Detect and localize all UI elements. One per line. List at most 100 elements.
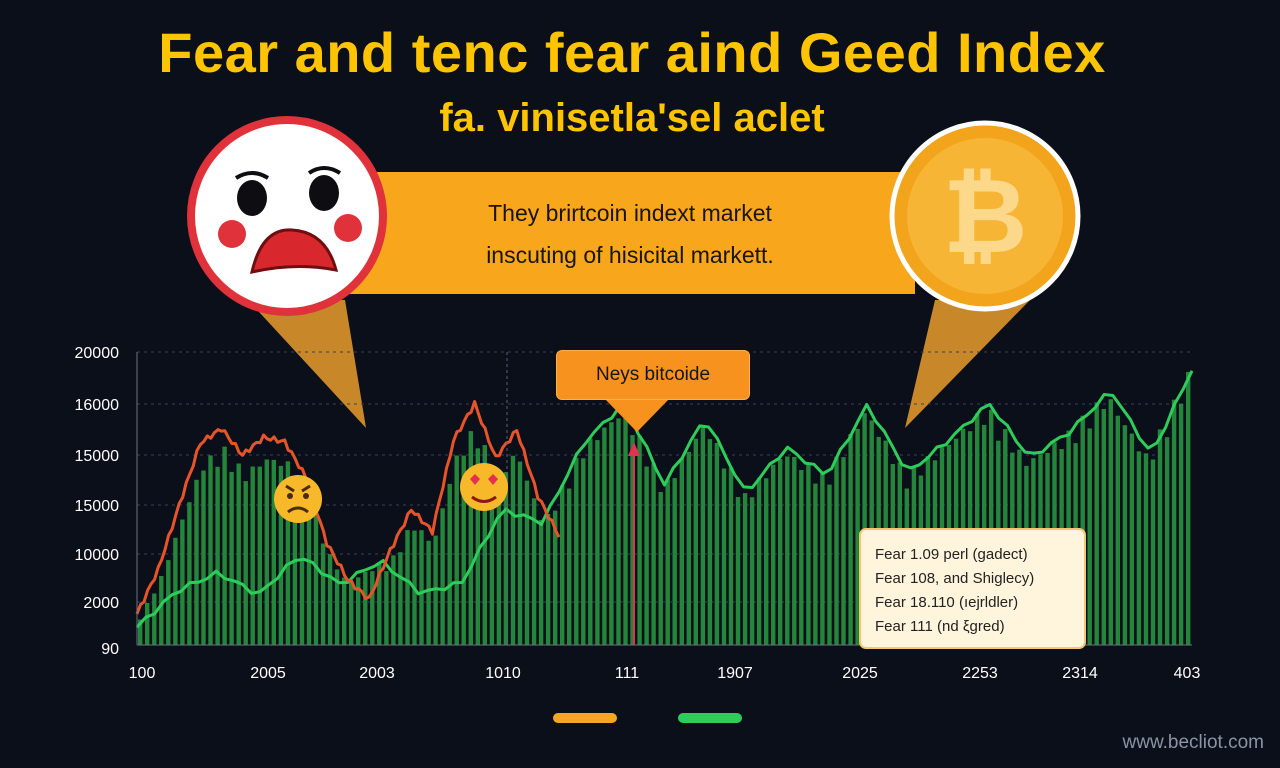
bar (524, 480, 530, 645)
bar (827, 484, 832, 645)
bar (285, 461, 291, 645)
heart-eyes-emoji-icon (460, 463, 508, 511)
fear-bubble-tail (248, 300, 366, 428)
legend-line-3: Fear 18.110 (ıejrldler) (875, 594, 1019, 611)
legend-line-2: Fear 108, and Shiglecy) (875, 570, 1035, 587)
x-tick-label: 1907 (717, 665, 753, 682)
bar (250, 466, 255, 645)
bar (588, 438, 593, 645)
chart-subtitle: fa. vinisetla'sel aclet (439, 96, 825, 140)
bar (756, 478, 762, 645)
bar (700, 425, 706, 645)
bar (173, 537, 178, 645)
bar (454, 455, 459, 645)
x-tick-label: 1010 (485, 665, 521, 682)
bar (658, 492, 663, 645)
bar (194, 479, 199, 645)
callout-pointer (604, 398, 670, 432)
fear-series-line (135, 400, 561, 615)
bar (342, 577, 347, 645)
bar (538, 520, 544, 645)
bar (785, 456, 790, 645)
bar (686, 451, 691, 645)
bar (496, 470, 502, 645)
bar (461, 455, 466, 645)
bar (384, 571, 389, 645)
x-tick-label: 2003 (359, 665, 395, 682)
bar (398, 552, 403, 645)
banner-line-1: They brirtcoin indext market (488, 200, 772, 226)
bar (545, 514, 551, 645)
bar (208, 455, 213, 645)
x-tick-label: 2025 (842, 665, 878, 682)
bar (531, 498, 537, 645)
bar (517, 461, 523, 645)
bar (574, 457, 579, 645)
bar (792, 456, 797, 645)
bar (1129, 433, 1135, 645)
bar (405, 530, 410, 645)
bar (138, 619, 143, 645)
bar (848, 434, 853, 645)
marker-arrow-icon (628, 442, 640, 456)
bar (1164, 437, 1170, 645)
legend-box: Fear 1.09 perl (gadect) Fear 108, and Sh… (859, 528, 1086, 649)
x-tick-labels: 100 2005 2003 1010 111 1907 2025 2253 2314 403 (129, 665, 1201, 682)
bar (630, 435, 635, 645)
bar (426, 540, 431, 645)
y-tick-label: 90 (101, 641, 119, 658)
y-tick-label: 15000 (75, 498, 120, 515)
bar (855, 428, 860, 645)
legend-swatch-orange (553, 713, 617, 723)
bar (672, 478, 677, 645)
bar (609, 422, 614, 645)
bar (1122, 425, 1128, 645)
bar (1178, 403, 1184, 645)
x-tick-label: 111 (615, 665, 639, 682)
bar (693, 438, 698, 645)
x-tick-label: 2005 (250, 665, 286, 682)
bar (377, 563, 382, 645)
bar (215, 466, 220, 645)
x-tick-label: 2253 (962, 665, 998, 682)
svg-text:₿: ₿ (943, 155, 1028, 277)
info-banner: They brirtcoin indext market inscuting o… (345, 172, 915, 294)
bar (363, 572, 368, 645)
bar (264, 459, 269, 645)
legend-line-4: Fear 111 (nd ξgred) (875, 618, 1005, 635)
bar (510, 455, 516, 645)
y-tick-label: 2000 (83, 595, 119, 612)
bar (229, 471, 234, 645)
bar (475, 448, 480, 645)
bar (707, 439, 713, 645)
bar (489, 477, 495, 645)
bar (721, 468, 727, 645)
bar (714, 443, 720, 645)
bar (1136, 451, 1142, 645)
bar (1101, 409, 1106, 645)
bar (651, 463, 656, 645)
legend-line-1: Fear 1.09 perl (gadect) (875, 546, 1028, 563)
bar (334, 569, 340, 645)
bar (482, 445, 487, 645)
bar (222, 446, 227, 645)
bar (679, 458, 684, 645)
bar (187, 502, 192, 645)
fear-face-icon (187, 116, 387, 316)
bar (834, 456, 839, 645)
bar (806, 464, 811, 645)
series-layer (135, 370, 1194, 629)
legend-swatch-green (678, 713, 742, 723)
bitcoin-coin-icon: ₿ (889, 120, 1081, 312)
bar (764, 478, 769, 645)
bar (201, 470, 206, 645)
x-tick-label: 2314 (1062, 665, 1098, 682)
bar (1115, 415, 1120, 645)
bar (665, 479, 670, 645)
bar (180, 519, 185, 645)
bar (433, 535, 438, 645)
bar (166, 560, 171, 645)
bar (567, 488, 572, 645)
bar (581, 458, 586, 645)
bar (306, 508, 312, 645)
